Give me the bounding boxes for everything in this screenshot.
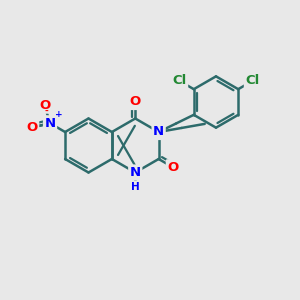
Text: N: N [130, 166, 141, 179]
Text: Cl: Cl [172, 74, 187, 87]
Text: H: H [131, 182, 140, 192]
Text: Cl: Cl [245, 74, 260, 87]
Text: -: - [45, 107, 48, 116]
Text: N: N [153, 125, 164, 139]
Text: N: N [44, 117, 56, 130]
Text: O: O [26, 121, 38, 134]
Text: O: O [39, 99, 50, 112]
Text: O: O [130, 95, 141, 109]
Text: O: O [167, 161, 178, 174]
Text: +: + [56, 110, 63, 119]
